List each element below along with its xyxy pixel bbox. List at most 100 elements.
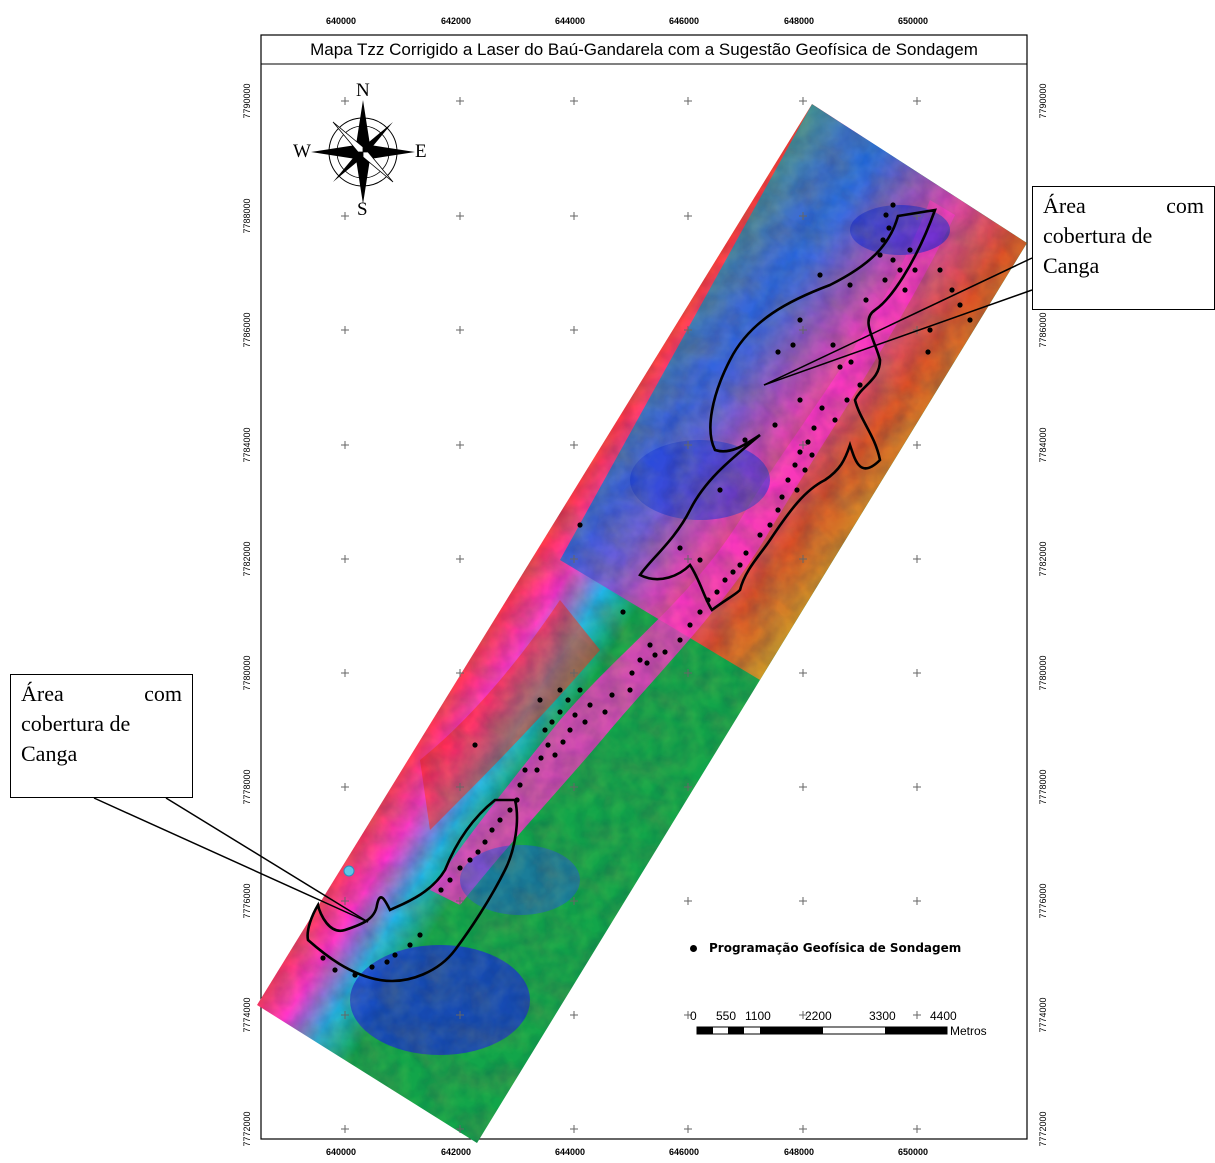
drill-point <box>882 277 888 283</box>
drill-point <box>742 437 748 443</box>
callout-canga-right: Área com cobertura de Canga <box>1032 186 1215 310</box>
drill-point <box>847 282 853 288</box>
drill-point <box>877 252 883 258</box>
scale-tick-1100: 1100 <box>745 1009 771 1023</box>
drill-point <box>577 687 583 693</box>
x-tick-label-top: 648000 <box>784 16 814 26</box>
drill-point <box>482 839 488 845</box>
drill-point <box>714 589 720 595</box>
drill-point <box>662 649 668 655</box>
drill-point <box>582 719 588 725</box>
drill-point <box>629 670 635 676</box>
drill-point <box>552 752 558 758</box>
drill-point <box>890 257 896 263</box>
y-tick-label-right: 7790000 <box>1038 83 1048 118</box>
callout-leader-right <box>763 257 1033 386</box>
y-tick-label-left: 7782000 <box>242 541 252 576</box>
x-tick-label-bottom: 640000 <box>326 1147 356 1157</box>
legend: Programação Geofísica de Sondagem <box>690 941 961 955</box>
drill-point <box>489 827 495 833</box>
drill-point <box>457 865 463 871</box>
drill-point <box>779 494 785 500</box>
x-tick-label-bottom: 644000 <box>555 1147 585 1157</box>
drill-point <box>743 550 749 556</box>
drill-point <box>542 727 548 733</box>
drill-point <box>737 562 743 568</box>
scale-unit: Metros <box>950 1024 987 1038</box>
drill-point <box>967 317 973 323</box>
callout-right-word1: Área <box>1043 193 1086 218</box>
drill-point <box>832 417 838 423</box>
drill-point <box>811 425 817 431</box>
drill-point <box>797 449 803 455</box>
drill-point <box>949 287 955 293</box>
x-tick-label-top: 650000 <box>898 16 928 26</box>
drill-point <box>320 955 326 961</box>
drill-point <box>557 687 563 693</box>
drill-point <box>775 349 781 355</box>
y-tick-label-right: 7786000 <box>1038 312 1048 347</box>
marker-cyan-icon <box>343 865 355 877</box>
drill-point <box>785 477 791 483</box>
callout-left-word1: Área <box>21 681 64 706</box>
x-tick-label-bottom: 648000 <box>784 1147 814 1157</box>
drill-point <box>705 597 711 603</box>
drill-point <box>417 932 423 938</box>
drill-point <box>809 452 815 458</box>
drill-point <box>925 349 931 355</box>
y-tick-label-left: 7786000 <box>242 312 252 347</box>
drill-point <box>565 697 571 703</box>
drill-point <box>802 467 808 473</box>
x-tick-label-bottom: 642000 <box>441 1147 471 1157</box>
callout-left-line3: Canga <box>21 741 78 766</box>
compass-rose-icon <box>311 100 415 204</box>
compass-w: W <box>293 141 311 162</box>
y-tick-label-right: 7784000 <box>1038 427 1048 462</box>
drill-point <box>627 687 633 693</box>
x-tick-label-top: 644000 <box>555 16 585 26</box>
x-axis-top: 640000 642000 644000 646000 648000 650000 <box>326 16 928 26</box>
drill-point <box>567 727 573 733</box>
compass-n: N <box>356 80 370 101</box>
drill-point <box>438 887 444 893</box>
canga-outline-lower <box>306 798 519 983</box>
drill-point <box>497 817 503 823</box>
callout-right-line2: cobertura de <box>1043 223 1153 248</box>
graticule <box>341 97 921 1133</box>
callout-left-word2: com <box>144 681 182 706</box>
drill-point <box>797 397 803 403</box>
drill-point <box>577 522 583 528</box>
black-dot-icon <box>690 944 697 952</box>
callout-right-word2: com <box>1166 193 1204 218</box>
drill-point <box>863 297 869 303</box>
drill-point <box>722 577 728 583</box>
drill-point <box>467 857 473 863</box>
drill-point <box>907 247 913 253</box>
drill-point <box>647 642 653 648</box>
y-tick-label-right: 7780000 <box>1038 655 1048 690</box>
drill-points <box>320 202 973 978</box>
drill-point <box>830 342 836 348</box>
y-tick-label-right: 7772000 <box>1038 1111 1048 1146</box>
drill-point <box>609 692 615 698</box>
scale-bar <box>696 1026 948 1035</box>
y-tick-label-left: 7772000 <box>242 1111 252 1146</box>
callout-leader-left <box>93 797 369 923</box>
drill-point <box>447 877 453 883</box>
y-tick-label-left: 7778000 <box>242 769 252 804</box>
y-tick-label-right: 7782000 <box>1038 541 1048 576</box>
scale-tick-4400: 4400 <box>930 1009 957 1023</box>
drill-point <box>912 267 918 273</box>
drill-point <box>805 439 811 445</box>
drill-point <box>507 807 513 813</box>
drill-point <box>717 487 723 493</box>
drill-point <box>472 742 478 748</box>
drill-point <box>538 755 544 761</box>
drill-point <box>652 652 658 658</box>
drill-point <box>392 952 398 958</box>
y-tick-label-left: 7774000 <box>242 997 252 1032</box>
drill-point <box>587 702 593 708</box>
drill-point <box>677 637 683 643</box>
drill-point <box>637 657 643 663</box>
drill-point <box>886 225 892 231</box>
